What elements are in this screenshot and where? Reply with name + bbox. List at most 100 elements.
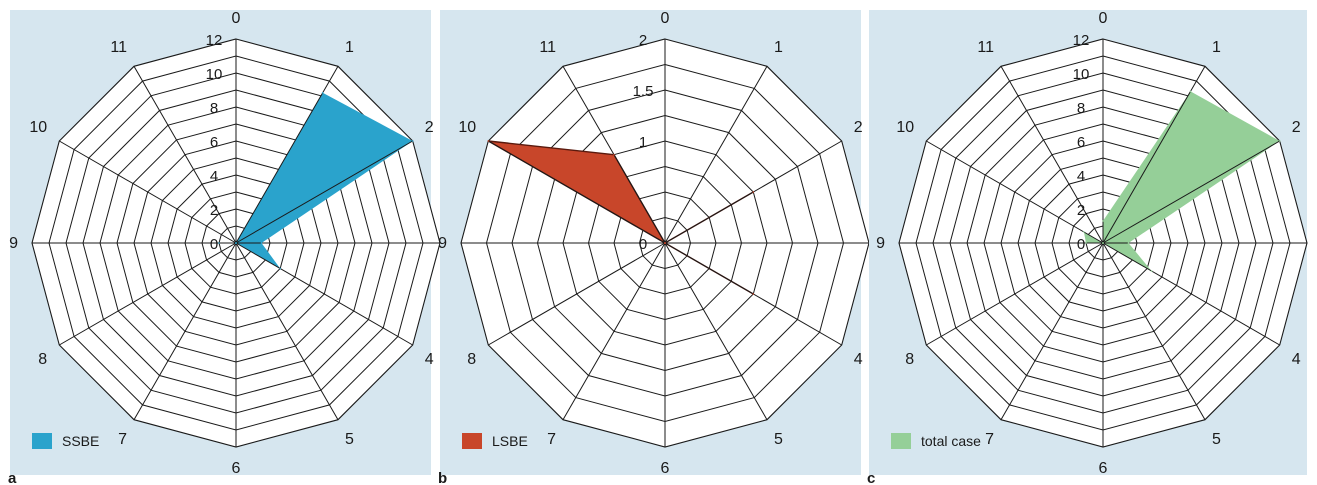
axis-label-6: 6 [232, 460, 241, 477]
axis-label-10: 10 [896, 119, 914, 136]
tick-label: 4 [210, 168, 218, 185]
tick-label: 8 [1077, 100, 1085, 117]
axis-label-7: 7 [118, 431, 127, 448]
radar-spoke [926, 140, 1104, 244]
panel-letter: b [438, 470, 447, 485]
data-point [613, 153, 615, 156]
radar-spoke [235, 140, 413, 244]
axis-label-6: 6 [661, 460, 670, 477]
data-point [664, 242, 666, 244]
axis-label-2: 2 [425, 119, 434, 136]
axis-label-6: 6 [1099, 460, 1108, 477]
axis-label-9: 9 [876, 235, 885, 252]
radar-spoke [235, 242, 413, 346]
radar-spoke [1000, 66, 1104, 244]
data-point [1189, 90, 1192, 93]
data-point [260, 242, 263, 244]
axis-label-7: 7 [547, 431, 556, 448]
data-point [1083, 231, 1085, 233]
legend-swatch [891, 433, 911, 449]
data-point [487, 140, 490, 142]
data-point [235, 242, 237, 244]
axis-label-10: 10 [29, 119, 47, 136]
radar-spoke [488, 242, 666, 346]
radar-spoke [664, 242, 768, 420]
radar-spoke [59, 242, 237, 346]
radar-spoke [59, 140, 237, 244]
radar-panel-a: 01234567891011024681012SSBEa [8, 10, 463, 485]
axis-label-2: 2 [1292, 119, 1301, 136]
tick-label: 1 [639, 134, 647, 151]
axis-label-9: 9 [438, 235, 447, 252]
radar-spoke [1000, 242, 1104, 420]
tick-label: 12 [1073, 32, 1090, 49]
data-point [411, 140, 414, 142]
data-point [1278, 140, 1281, 142]
radar-spoke [1102, 242, 1206, 420]
axis-label-2: 2 [854, 119, 863, 136]
legend-swatch [462, 433, 482, 449]
tick-label: 6 [1077, 134, 1085, 151]
axis-label-7: 7 [985, 431, 994, 448]
axis-label-8: 8 [905, 351, 914, 368]
axis-label-0: 0 [1099, 10, 1108, 27]
radar-spoke [664, 66, 768, 244]
tick-label: 0 [210, 236, 218, 253]
data-point [279, 267, 282, 270]
axis-label-0: 0 [661, 10, 670, 27]
axis-label-5: 5 [774, 431, 783, 448]
tick-label: 12 [206, 32, 223, 49]
data-point [1150, 270, 1153, 272]
tick-label: 6 [210, 134, 218, 151]
legend-swatch [32, 433, 52, 449]
axis-label-5: 5 [1212, 431, 1221, 448]
axis-label-4: 4 [1292, 351, 1301, 368]
data-point [1085, 242, 1087, 244]
tick-label: 0 [639, 236, 647, 253]
radar-spoke [926, 242, 1104, 346]
tick-label: 1.5 [633, 83, 654, 100]
panel-letter: a [8, 470, 17, 485]
axis-label-1: 1 [345, 39, 354, 56]
tick-label: 8 [210, 100, 218, 117]
tick-label: 0 [1077, 236, 1085, 253]
tick-label: 2 [1077, 202, 1085, 219]
data-point [752, 191, 755, 193]
tick-label: 2 [639, 32, 647, 49]
radar-spoke [1102, 242, 1280, 346]
axis-label-1: 1 [1212, 39, 1221, 56]
radar-spoke [1102, 140, 1280, 244]
radar-spoke [1102, 66, 1206, 244]
tick-label: 10 [206, 66, 223, 83]
legend-label: total case [921, 433, 981, 449]
axis-label-5: 5 [345, 431, 354, 448]
axis-label-0: 0 [232, 10, 241, 27]
axis-label-4: 4 [425, 351, 434, 368]
data-point [1102, 242, 1104, 244]
axis-label-4: 4 [854, 351, 863, 368]
data-point [752, 293, 755, 295]
data-point [1102, 220, 1104, 222]
data-point [218, 242, 220, 244]
data-point [1127, 242, 1130, 244]
radar-spoke [133, 66, 237, 244]
axis-label-11: 11 [110, 39, 127, 56]
tick-label: 2 [210, 202, 218, 219]
axis-label-8: 8 [38, 351, 47, 368]
tick-label: 10 [1073, 66, 1090, 83]
axis-label-11: 11 [539, 39, 556, 56]
axis-label-8: 8 [467, 351, 476, 368]
radar-spoke [235, 66, 339, 244]
axis-label-10: 10 [458, 119, 476, 136]
radar-spoke [133, 242, 237, 420]
legend-label: SSBE [62, 433, 99, 449]
axis-label-11: 11 [977, 39, 994, 56]
panel-letter: c [867, 470, 875, 485]
axis-label-9: 9 [9, 235, 18, 252]
radar-spoke [235, 242, 339, 420]
legend-label: LSBE [492, 433, 528, 449]
data-point [321, 92, 324, 94]
